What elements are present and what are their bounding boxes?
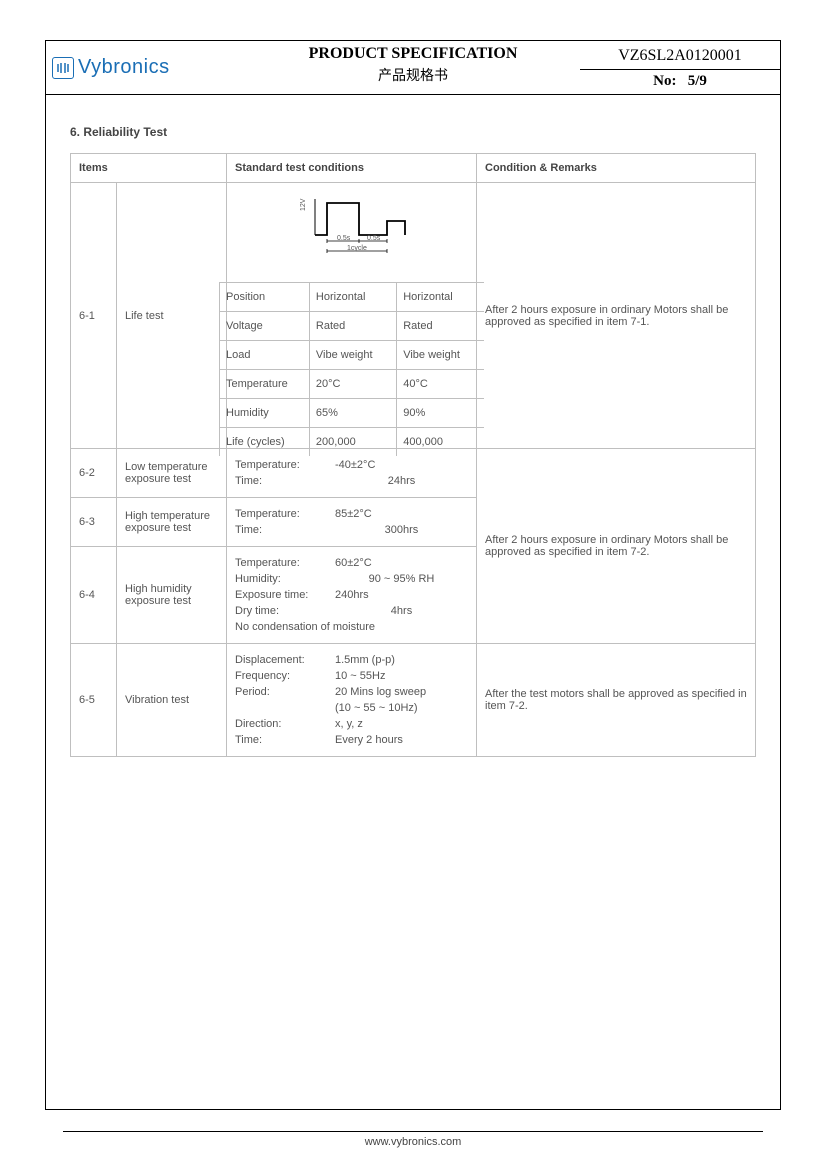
- row-remark: After 2 hours exposure in ordinary Motor…: [477, 183, 756, 449]
- kv-val: 20 Mins log sweep: [335, 686, 468, 698]
- kv-val: 240hrs: [335, 589, 468, 601]
- cell-label: Load: [220, 341, 310, 370]
- kv-key: Displacement:: [235, 654, 335, 666]
- cell-label: Voltage: [220, 312, 310, 341]
- kv-val: 60±2°C: [335, 557, 468, 569]
- row-conditions: Temperature:60±2°C Humidity:90 ~ 95% RH …: [227, 547, 477, 644]
- row-conditions: Displacement:1.5mm (p-p) Frequency:10 ~ …: [227, 644, 477, 757]
- kv-val: 85±2°C: [335, 508, 468, 520]
- kv-val: 300hrs: [335, 524, 468, 536]
- cell-label: Humidity: [220, 399, 310, 428]
- row-remark: After the test motors shall be approved …: [477, 644, 756, 757]
- row-id: 6-1: [71, 183, 117, 449]
- part-number: VZ6SL2A0120001: [580, 43, 780, 70]
- header-remarks: Condition & Remarks: [477, 154, 756, 183]
- cell-value: Rated: [309, 312, 396, 341]
- cell-value: 40°C: [397, 370, 484, 399]
- cell-value: Horizontal: [397, 283, 484, 312]
- waveform-half2: 0.5s: [367, 235, 381, 242]
- reliability-table: Items Standard test conditions Condition…: [70, 153, 756, 757]
- page-frame: Vybronics PRODUCT SPECIFICATION 产品规格书 VZ…: [45, 40, 781, 1110]
- cell-value: Rated: [397, 312, 484, 341]
- kv-key: [235, 702, 335, 714]
- row-name: High humidity exposure test: [117, 547, 227, 644]
- page-footer: www.vybronics.com: [0, 1131, 826, 1148]
- row-name: Low temperature exposure test: [117, 449, 227, 498]
- title-en: PRODUCT SPECIFICATION: [246, 45, 580, 63]
- cell-value: Vibe weight: [309, 341, 396, 370]
- kv-val: 1.5mm (p-p): [335, 654, 468, 666]
- cell-value: 90%: [397, 399, 484, 428]
- kv-key: Dry time:: [235, 605, 335, 617]
- kv-key: Temperature:: [235, 557, 335, 569]
- cell-value: Horizontal: [309, 283, 396, 312]
- kv-val: 24hrs: [335, 475, 468, 487]
- kv-val: 4hrs: [335, 605, 468, 617]
- row-name: High temperature exposure test: [117, 498, 227, 547]
- kv-val: 90 ~ 95% RH: [335, 573, 468, 585]
- page-number: No: 5/9: [653, 70, 707, 93]
- cell-value: 65%: [309, 399, 396, 428]
- logo-icon: [52, 57, 74, 79]
- kv-val: -40±2°C: [335, 459, 468, 471]
- kv-key: Exposure time:: [235, 589, 335, 601]
- kv-key: Frequency:: [235, 670, 335, 682]
- header-title: PRODUCT SPECIFICATION 产品规格书: [246, 41, 580, 94]
- kv-key: Period:: [235, 686, 335, 698]
- kv-key: Time:: [235, 475, 335, 487]
- kv-val: (10 ~ 55 ~ 10Hz): [335, 702, 468, 714]
- table-row: 6-2 Low temperature exposure test Temper…: [71, 449, 756, 498]
- row-remark: After 2 hours exposure in ordinary Motor…: [477, 449, 756, 644]
- table-row: 6-5 Vibration test Displacement:1.5mm (p…: [71, 644, 756, 757]
- section-title: 6. Reliability Test: [70, 125, 756, 139]
- cell-value: Vibe weight: [397, 341, 484, 370]
- kv-val: 10 ~ 55Hz: [335, 670, 468, 682]
- row-id: 6-3: [71, 498, 117, 547]
- header-meta: VZ6SL2A0120001 No: 5/9: [580, 41, 780, 94]
- content-area: 6. Reliability Test Items Standard test …: [46, 95, 780, 767]
- waveform-y-label: 12V: [300, 198, 307, 211]
- footer-url: www.vybronics.com: [365, 1136, 462, 1148]
- row-conditions: 12V 0.5s 0.5s: [227, 183, 477, 449]
- kv-key: Time:: [235, 734, 335, 746]
- cell-label: Position: [220, 283, 310, 312]
- kv-note: No condensation of moisture: [235, 621, 375, 633]
- kv-key: Temperature:: [235, 508, 335, 520]
- logo-text: Vybronics: [78, 56, 170, 79]
- cell-label: Temperature: [220, 370, 310, 399]
- logo: Vybronics: [52, 56, 170, 79]
- kv-key: Humidity:: [235, 573, 335, 585]
- life-test-inner-table: 12V 0.5s 0.5s: [219, 175, 484, 456]
- kv-key: Temperature:: [235, 459, 335, 471]
- cell-value: 20°C: [309, 370, 396, 399]
- kv-val: Every 2 hours: [335, 734, 468, 746]
- kv-key: Direction:: [235, 718, 335, 730]
- header-logo-area: Vybronics: [46, 41, 246, 94]
- kv-val: x, y, z: [335, 718, 468, 730]
- row-id: 6-5: [71, 644, 117, 757]
- document-header: Vybronics PRODUCT SPECIFICATION 产品规格书 VZ…: [46, 41, 780, 95]
- header-items: Items: [71, 154, 227, 183]
- row-name: Vibration test: [117, 644, 227, 757]
- page-value: 5/9: [688, 73, 707, 89]
- title-cn: 产品规格书: [246, 65, 580, 85]
- page-label: No:: [653, 73, 676, 89]
- waveform-diagram: 12V 0.5s 0.5s: [226, 183, 479, 274]
- row-id: 6-2: [71, 449, 117, 498]
- table-row: 6-1 Life test 12V: [71, 183, 756, 449]
- kv-key: Time:: [235, 524, 335, 536]
- waveform-half1: 0.5s: [337, 235, 351, 242]
- row-id: 6-4: [71, 547, 117, 644]
- row-conditions: Temperature:85±2°C Time:300hrs: [227, 498, 477, 547]
- row-name: Life test: [117, 183, 227, 449]
- waveform-cycle: 1cycle: [347, 245, 367, 252]
- row-conditions: Temperature:-40±2°C Time:24hrs: [227, 449, 477, 498]
